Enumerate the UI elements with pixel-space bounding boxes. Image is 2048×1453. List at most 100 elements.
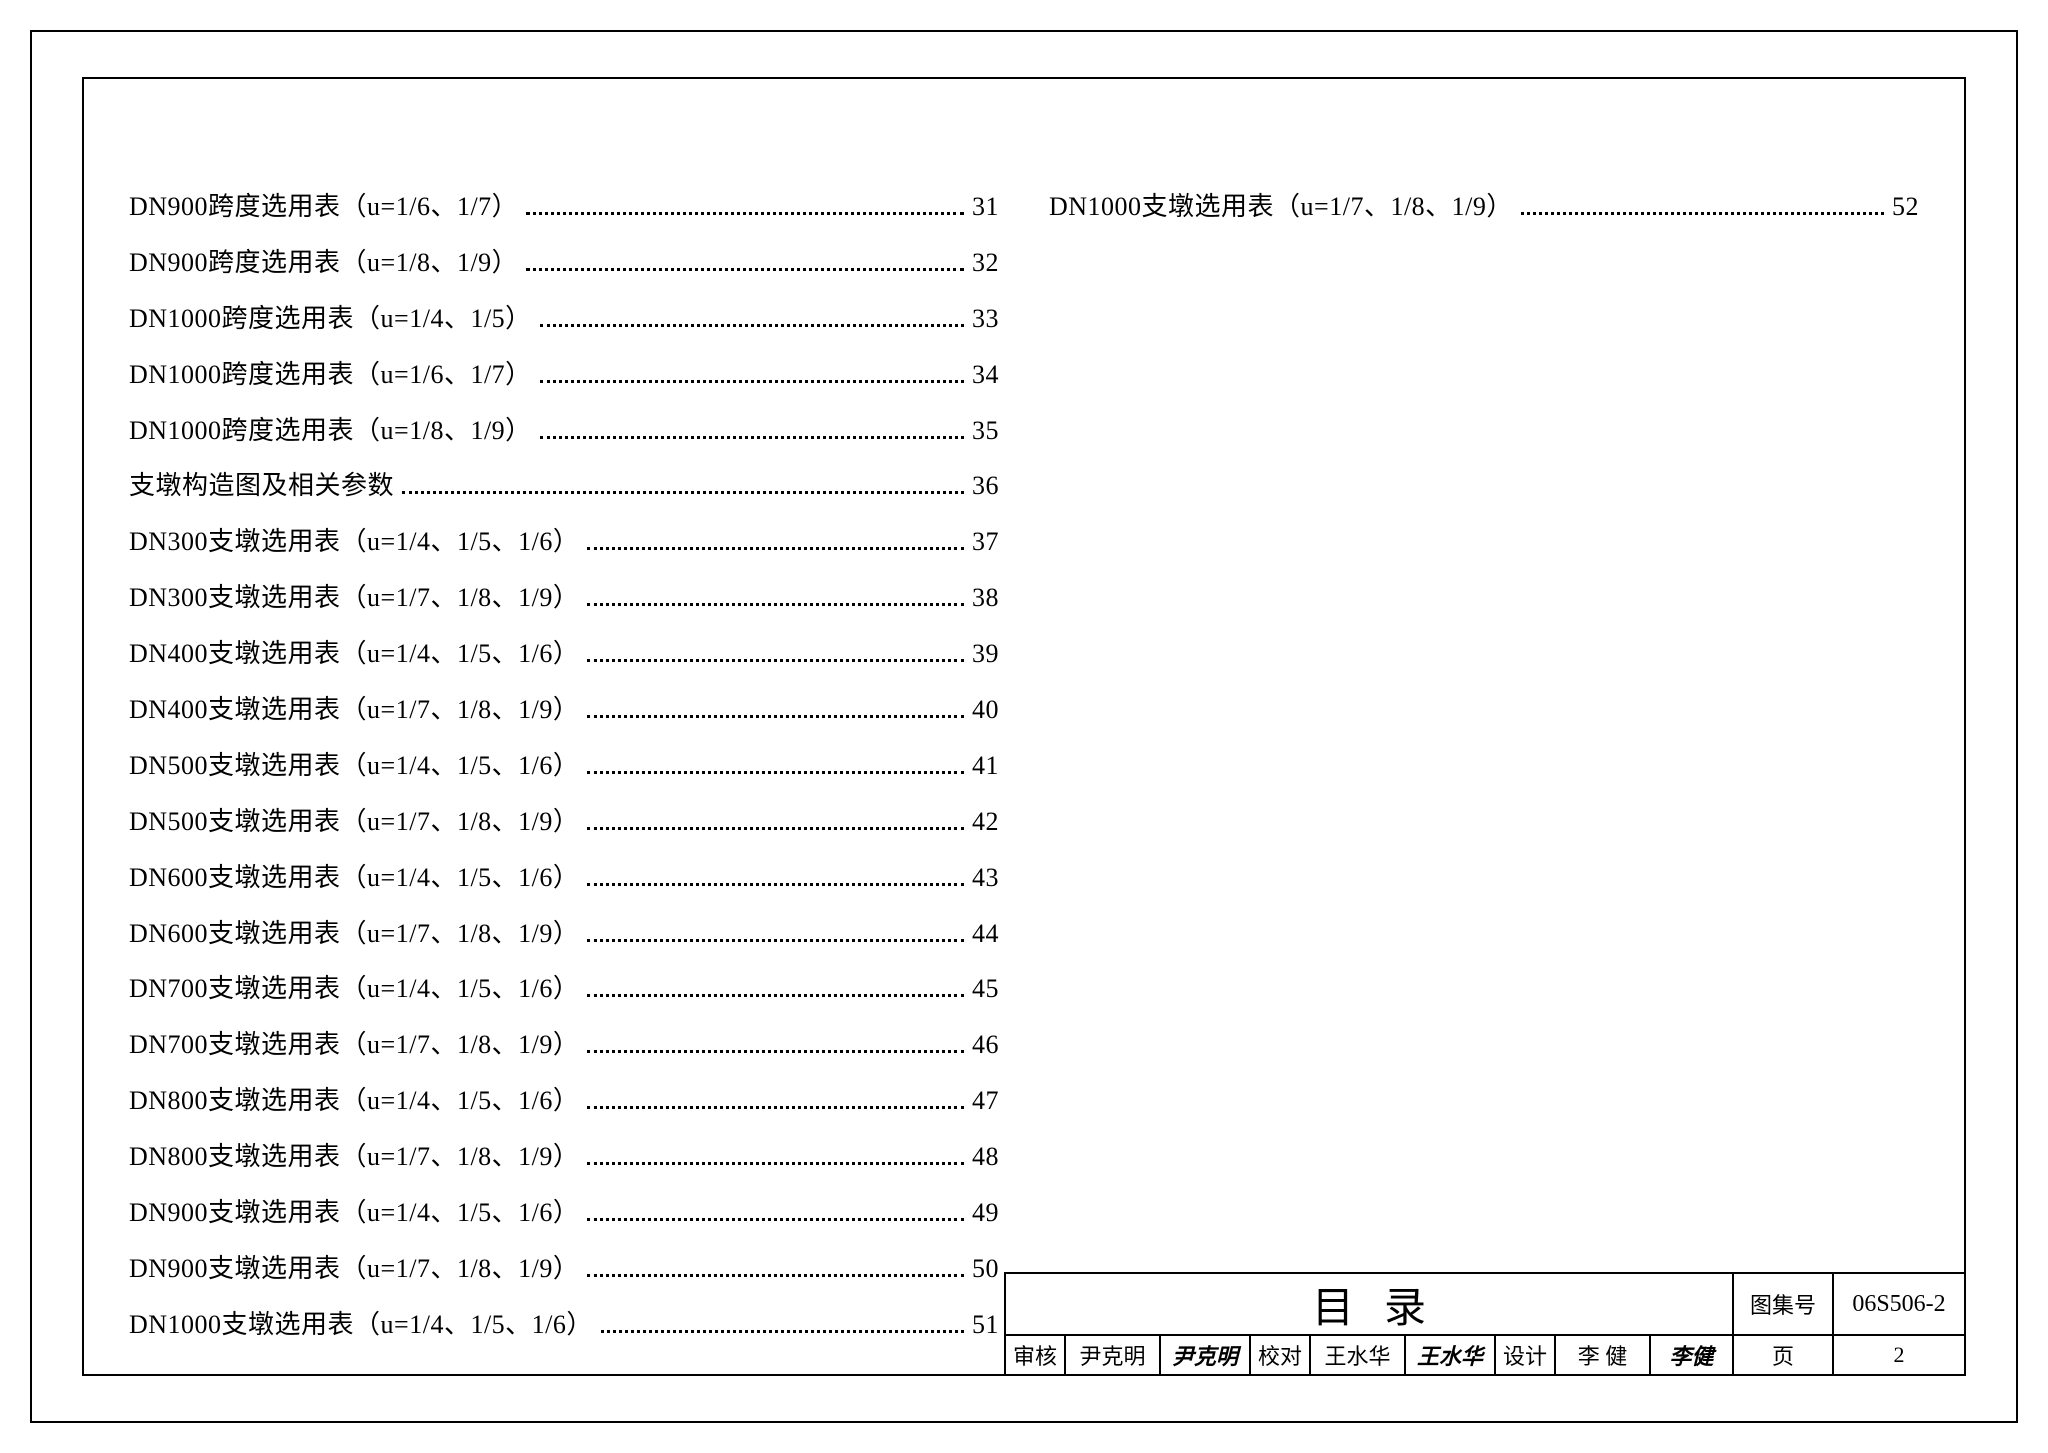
toc-page-number: 46 [972,1017,999,1073]
toc-leader-dots [587,603,964,606]
toc-row: DN800支墩选用表（u=1/4、1/5、1/6）47 [129,1073,999,1129]
doc-title: 目录 [1006,1274,1734,1334]
design-label: 设计 [1496,1336,1556,1374]
toc-label: DN400支墩选用表（u=1/7、1/8、1/9） [129,682,579,738]
toc-leader-dots [587,659,964,662]
toc-page-number: 52 [1892,179,1919,235]
toc-page-number: 49 [972,1185,999,1241]
toc-label: DN1000跨度选用表（u=1/8、1/9） [129,403,532,459]
toc-row: DN700支墩选用表（u=1/4、1/5、1/6） 45 [129,961,999,1017]
toc-label: DN600支墩选用表（u=1/7、1/8、1/9） [129,906,579,962]
toc-label: DN900跨度选用表（u=1/8、1/9） [129,235,518,291]
toc-label: DN300支墩选用表（u=1/7、1/8、1/9） [129,570,579,626]
toc-label: DN400支墩选用表（u=1/4、1/5、1/6） [129,626,579,682]
toc-leader-dots [587,1274,964,1277]
toc-row: DN600支墩选用表（u=1/7、1/8、1/9） 44 [129,906,999,962]
toc-label: DN800支墩选用表（u=1/7、1/8、1/9） [129,1129,579,1185]
toc-leader-dots [587,994,964,997]
toc-page-number: 34 [972,347,999,403]
toc-right-column: DN1000支墩选用表（u=1/7、1/8、1/9） 52 [1049,109,1919,1374]
toc-leader-dots [1521,212,1884,215]
toc-leader-dots [402,491,964,494]
toc-leader-dots [587,939,964,942]
toc-page-number: 36 [972,458,999,514]
toc-page-number: 44 [972,906,999,962]
page-value: 2 [1834,1336,1964,1374]
toc-row: DN700支墩选用表（u=1/7、1/8、1/9） 46 [129,1017,999,1073]
toc-leader-dots [587,1050,964,1053]
toc-leader-dots [587,1218,964,1221]
toc-leader-dots [587,1162,964,1165]
toc-leader-dots [587,827,964,830]
toc-label: DN700支墩选用表（u=1/7、1/8、1/9） [129,1017,579,1073]
toc-label: 支墩构造图及相关参数 [129,458,394,514]
toc-page-number: 39 [972,626,999,682]
toc-label: DN1000支墩选用表（u=1/7、1/8、1/9） [1049,179,1513,235]
atlas-label: 图集号 [1734,1274,1834,1334]
toc-label: DN500支墩选用表（u=1/7、1/8、1/9） [129,794,579,850]
toc-leader-dots [587,771,964,774]
toc-label: DN1000支墩选用表（u=1/4、1/5、1/6） [129,1297,593,1353]
toc-page-number: 41 [972,738,999,794]
toc-leader-dots [587,715,964,718]
toc-label: DN1000跨度选用表（u=1/6、1/7） [129,347,532,403]
toc-row: DN500支墩选用表（u=1/4、1/5、1/6） 41 [129,738,999,794]
toc-label: DN900支墩选用表（u=1/4、1/5、1/6） [129,1185,579,1241]
design-name: 李 健 [1556,1336,1651,1374]
toc-row: DN900支墩选用表（u=1/4、1/5、1/6） 49 [129,1185,999,1241]
toc-page-number: 32 [972,235,999,291]
review-name: 尹克明 [1066,1336,1161,1374]
toc-page-number: 37 [972,514,999,570]
toc-page-number: 31 [972,179,999,235]
title-block-bottom-row: 审核 尹克明 尹克明 校对 王水华 王水华 设计 李 健 李健 页 2 [1006,1334,1964,1374]
toc-row: DN400支墩选用表（u=1/7、1/8、1/9） 40 [129,682,999,738]
toc-leader-dots [540,380,964,383]
toc-leader-dots [526,268,964,271]
toc-label: DN600支墩选用表（u=1/4、1/5、1/6） [129,850,579,906]
title-block-top-row: 目录 图集号 06S506-2 [1006,1274,1964,1334]
design-signature: 李健 [1651,1336,1734,1374]
toc-leader-dots [540,324,964,327]
toc-row: DN1000跨度选用表（u=1/6、1/7） 34 [129,347,999,403]
toc-page-number: 35 [972,403,999,459]
page-label: 页 [1734,1336,1834,1374]
toc-leader-dots [526,212,964,215]
check-signature: 王水华 [1406,1336,1496,1374]
toc-leader-dots [587,1106,964,1109]
title-block: 目录 图集号 06S506-2 审核 尹克明 尹克明 校对 王水华 王水华 设计… [1004,1272,1964,1374]
review-label: 审核 [1006,1336,1066,1374]
toc-row: DN1000跨度选用表（u=1/8、1/9） 35 [129,403,999,459]
outer-frame: DN900跨度选用表（u=1/6、1/7）31DN900跨度选用表（u=1/8、… [30,30,2018,1423]
toc-row: DN1000跨度选用表（u=1/4、1/5） 33 [129,291,999,347]
toc-page-number: 43 [972,850,999,906]
toc-page-number: 33 [972,291,999,347]
toc-page-number: 45 [972,961,999,1017]
toc-row: DN1000支墩选用表（u=1/7、1/8、1/9） 52 [1049,179,1919,235]
toc-label: DN500支墩选用表（u=1/4、1/5、1/6） [129,738,579,794]
toc-page-number: 40 [972,682,999,738]
atlas-value: 06S506-2 [1834,1274,1964,1334]
toc-leader-dots [587,883,964,886]
check-label: 校对 [1251,1336,1311,1374]
toc-label: DN900支墩选用表（u=1/7、1/8、1/9） [129,1241,579,1297]
toc-leader-dots [540,436,964,439]
toc-label: DN900跨度选用表（u=1/6、1/7） [129,179,518,235]
toc-leader-dots [601,1330,964,1333]
toc-page-number: 47 [972,1073,999,1129]
toc-row: DN1000支墩选用表（u=1/4、1/5、1/6）51 [129,1297,999,1353]
toc-row: DN600支墩选用表（u=1/4、1/5、1/6） 43 [129,850,999,906]
review-signature: 尹克明 [1161,1336,1251,1374]
check-name: 王水华 [1311,1336,1406,1374]
toc-content: DN900跨度选用表（u=1/6、1/7）31DN900跨度选用表（u=1/8、… [129,109,1919,1374]
toc-row: DN900支墩选用表（u=1/7、1/8、1/9）50 [129,1241,999,1297]
toc-row: DN500支墩选用表（u=1/7、1/8、1/9）42 [129,794,999,850]
toc-label: DN1000跨度选用表（u=1/4、1/5） [129,291,532,347]
toc-row: DN900跨度选用表（u=1/8、1/9） 32 [129,235,999,291]
toc-label: DN700支墩选用表（u=1/4、1/5、1/6） [129,961,579,1017]
toc-label: DN300支墩选用表（u=1/4、1/5、1/6） [129,514,579,570]
toc-row: DN300支墩选用表（u=1/4、1/5、1/6） 37 [129,514,999,570]
toc-row: DN800支墩选用表（u=1/7、1/8、1/9） 48 [129,1129,999,1185]
toc-left-column: DN900跨度选用表（u=1/6、1/7）31DN900跨度选用表（u=1/8、… [129,109,999,1374]
toc-row: DN300支墩选用表（u=1/7、1/8、1/9）38 [129,570,999,626]
toc-page-number: 48 [972,1129,999,1185]
